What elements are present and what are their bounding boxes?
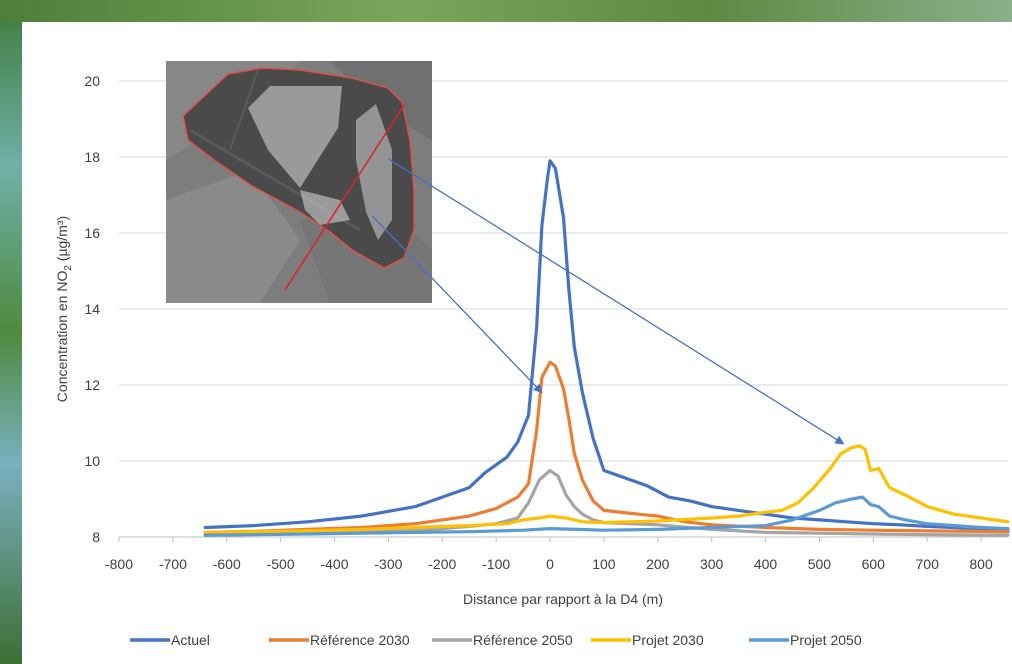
map-field bbox=[166, 170, 300, 303]
y-tick-label: 16 bbox=[84, 225, 100, 241]
x-tick-label: 700 bbox=[916, 556, 940, 572]
legend-label: Projet 2030 bbox=[632, 632, 704, 648]
legend-label: Actuel bbox=[171, 632, 210, 648]
legend-label: Projet 2050 bbox=[790, 632, 862, 648]
series-line-5 bbox=[203, 495, 1010, 537]
x-tick-label: 300 bbox=[700, 556, 724, 572]
legend-item-3: Référence 2050 bbox=[432, 632, 573, 648]
x-tick-label: -500 bbox=[267, 556, 295, 572]
legend: Actuel Référence 2030 Référence 2050 Projet… bbox=[130, 632, 862, 648]
annotation-arrow-2 bbox=[388, 158, 845, 445]
svg-text:Concentration en NO2 (µg/m³): Concentration en NO2 (µg/m³) bbox=[54, 216, 74, 402]
x-tick-label: -100 bbox=[482, 556, 510, 572]
x-tick-label: -700 bbox=[159, 556, 187, 572]
series-line-2 bbox=[203, 360, 1010, 535]
y-tick-label: 14 bbox=[84, 301, 100, 317]
series-line-3 bbox=[203, 468, 1010, 537]
y-tick-label: 10 bbox=[84, 453, 100, 469]
legend-item-2: Référence 2030 bbox=[269, 632, 410, 648]
axes: 8 10 12 14 16 18 20 -800 -700 -600 -500 -400 -300 -20… bbox=[84, 73, 1008, 572]
aerial-map-inset bbox=[166, 61, 432, 303]
legend-label: Référence 2050 bbox=[473, 632, 573, 648]
legend-item-5: Projet 2050 bbox=[749, 632, 862, 648]
legend-label: Référence 2030 bbox=[310, 632, 410, 648]
y-tick-label: 12 bbox=[84, 377, 100, 393]
map-village bbox=[300, 190, 350, 225]
x-tick-label: 600 bbox=[862, 556, 886, 572]
annotation-arrows bbox=[371, 158, 845, 445]
y-axis-title: Concentration en NO2 (µg/m³) bbox=[54, 216, 74, 402]
map-field-inner bbox=[248, 86, 342, 188]
y-axis-title-unit: (µg/m³) bbox=[54, 216, 70, 265]
x-tick-label: -300 bbox=[374, 556, 402, 572]
transect-line bbox=[284, 104, 405, 291]
x-tick-label: 100 bbox=[592, 556, 616, 572]
series-lines bbox=[203, 159, 1010, 537]
y-tick-label: 18 bbox=[84, 149, 100, 165]
y-tick-label: 20 bbox=[84, 73, 100, 89]
y-axis-title-subscript: 2 bbox=[63, 265, 74, 271]
series-line-1 bbox=[203, 159, 1010, 532]
background-foliage-top bbox=[0, 0, 1012, 22]
x-tick-label: 200 bbox=[646, 556, 670, 572]
annotation-arrow-1 bbox=[371, 215, 543, 394]
x-axis-title: Distance par rapport à la D4 (m) bbox=[463, 591, 663, 607]
legend-item-1: Actuel bbox=[130, 632, 210, 648]
x-tick-label: -400 bbox=[320, 556, 348, 572]
y-axis-title-main: Concentration en NO bbox=[54, 271, 70, 403]
x-tick-label: 0 bbox=[546, 556, 554, 572]
x-tick-label: -600 bbox=[213, 556, 241, 572]
x-tick-label: -200 bbox=[428, 556, 456, 572]
series-line-4 bbox=[203, 444, 1010, 535]
x-tick-label: 500 bbox=[808, 556, 832, 572]
x-tick-label: -800 bbox=[105, 556, 133, 572]
map-road bbox=[229, 69, 259, 151]
legend-item-4: Projet 2030 bbox=[591, 632, 704, 648]
x-tick-label: 400 bbox=[754, 556, 778, 572]
y-tick-label: 8 bbox=[92, 529, 100, 545]
x-tick-label: 800 bbox=[969, 556, 993, 572]
background-foliage-left bbox=[0, 0, 22, 664]
